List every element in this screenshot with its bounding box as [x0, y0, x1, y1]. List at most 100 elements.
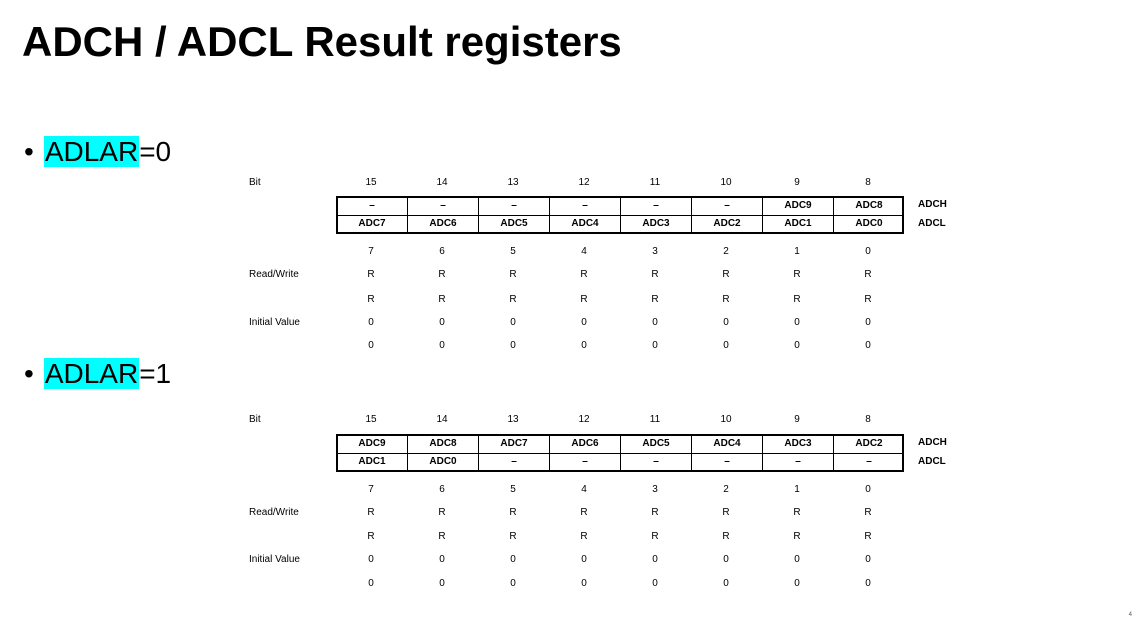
read-write-value: R [509, 507, 517, 518]
low-bit-number: 0 [865, 246, 871, 257]
initial-value: 0 [723, 554, 729, 565]
read-write-value: R [864, 269, 872, 280]
read-write-value: R [580, 269, 588, 280]
read-write-value: R [793, 507, 801, 518]
adcl-bit-cell: – [795, 456, 801, 467]
read-write-value: R [438, 531, 446, 542]
initial-value: 0 [439, 317, 445, 328]
initial-value: 0 [510, 340, 516, 351]
adch-bit-cell: ADC2 [855, 438, 883, 449]
read-write-value: R [793, 294, 801, 305]
initial-value: 0 [794, 317, 800, 328]
initial-value: 0 [794, 554, 800, 565]
low-bit-number: 5 [510, 484, 516, 495]
bullet-adlar-1: • ADLAR=1 [24, 356, 171, 392]
initial-value: 0 [723, 340, 729, 351]
read-write-label: Read/Write [249, 507, 299, 518]
read-write-value: R [367, 294, 375, 305]
read-write-value: R [722, 269, 730, 280]
column-divider [478, 436, 479, 470]
initial-value: 0 [652, 578, 658, 589]
adch-bit-cell: ADC8 [855, 200, 883, 211]
initial-value: 0 [510, 317, 516, 328]
adch-bit-cell: – [369, 200, 375, 211]
read-write-value: R [864, 531, 872, 542]
column-divider [620, 436, 621, 470]
adcl-bit-cell: – [866, 456, 872, 467]
adcl-bit-cell: – [511, 456, 517, 467]
initial-value-label: Initial Value [249, 554, 300, 565]
bit-label: Bit [249, 177, 261, 188]
high-bit-number: 8 [865, 177, 871, 188]
low-bit-number: 4 [581, 484, 587, 495]
low-bit-number: 3 [652, 484, 658, 495]
bullet-suffix: =0 [139, 136, 172, 167]
column-divider [407, 198, 408, 232]
highlight-adlar: ADLAR [43, 136, 140, 167]
initial-value: 0 [865, 317, 871, 328]
read-write-value: R [509, 269, 517, 280]
read-write-value: R [438, 269, 446, 280]
initial-value: 0 [652, 317, 658, 328]
initial-value: 0 [581, 340, 587, 351]
adch-bit-cell: ADC6 [571, 438, 599, 449]
low-bit-number: 2 [723, 484, 729, 495]
high-bit-number: 12 [578, 414, 590, 425]
adcl-register-name: ADCL [918, 218, 946, 229]
adcl-bit-cell: ADC6 [429, 218, 457, 229]
low-bit-number: 2 [723, 246, 729, 257]
column-divider [833, 198, 834, 232]
highlight-adlar: ADLAR [43, 358, 140, 389]
adcl-bit-cell: ADC3 [642, 218, 670, 229]
adch-bit-cell: – [440, 200, 446, 211]
adch-bit-cell: ADC7 [500, 438, 528, 449]
high-bit-number: 11 [649, 177, 661, 188]
initial-value: 0 [652, 554, 658, 565]
read-write-value: R [722, 294, 730, 305]
high-bit-number: 15 [365, 177, 377, 188]
column-divider [549, 198, 550, 232]
read-write-value: R [438, 294, 446, 305]
bullet-dot: • [24, 136, 34, 167]
initial-value: 0 [368, 554, 374, 565]
low-bit-number: 3 [652, 246, 658, 257]
read-write-value: R [722, 507, 730, 518]
high-bit-number: 15 [365, 414, 377, 425]
low-bit-number: 7 [368, 246, 374, 257]
initial-value: 0 [865, 340, 871, 351]
register-box: – ADC7 – ADC6 – ADC5 – ADC4 – ADC3 – ADC2 ADC9 ADC1 AD… [336, 196, 904, 234]
low-bit-number: 7 [368, 484, 374, 495]
adcl-register-name: ADCL [918, 456, 946, 467]
bullet-dot: • [24, 358, 34, 389]
read-write-value: R [651, 531, 659, 542]
adch-bit-cell: ADC8 [429, 438, 457, 449]
read-write-value: R [651, 294, 659, 305]
adch-register-name: ADCH [918, 437, 947, 448]
adcl-bit-cell: ADC0 [429, 456, 457, 467]
read-write-value: R [580, 507, 588, 518]
column-divider [762, 436, 763, 470]
initial-value: 0 [439, 554, 445, 565]
high-bit-number: 8 [865, 414, 871, 425]
bullet-adlar-0: • ADLAR=0 [24, 134, 171, 170]
read-write-value: R [651, 507, 659, 518]
high-bit-number: 14 [436, 414, 448, 425]
column-divider [691, 198, 692, 232]
adch-bit-cell: – [653, 200, 659, 211]
initial-value: 0 [510, 578, 516, 589]
high-bit-number: 9 [794, 414, 800, 425]
read-write-value: R [367, 507, 375, 518]
column-divider [478, 198, 479, 232]
adcl-bit-cell: – [724, 456, 730, 467]
adcl-bit-cell: ADC1 [358, 456, 386, 467]
slide-title: ADCH / ADCL Result registers [22, 18, 622, 65]
adch-register-name: ADCH [918, 199, 947, 210]
adcl-bit-cell: ADC0 [855, 218, 883, 229]
initial-value: 0 [368, 578, 374, 589]
adch-bit-cell: – [511, 200, 517, 211]
adcl-bit-cell: – [653, 456, 659, 467]
read-write-label: Read/Write [249, 269, 299, 280]
initial-value: 0 [794, 340, 800, 351]
read-write-value: R [580, 294, 588, 305]
read-write-value: R [509, 294, 517, 305]
